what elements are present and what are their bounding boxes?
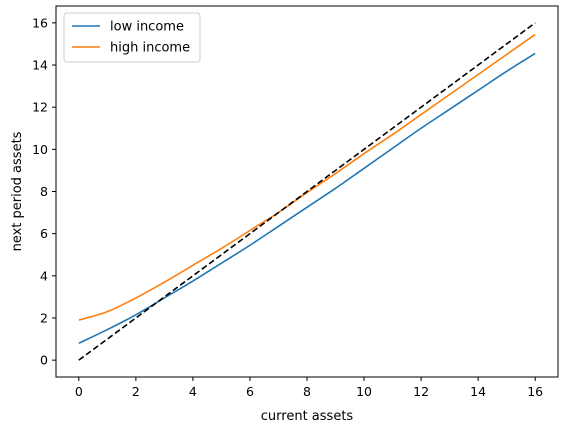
x-tick-label: 12 — [413, 384, 429, 399]
y-tick-label: 12 — [32, 100, 48, 115]
y-axis: 0 2 4 6 8 10 12 14 16 — [32, 15, 56, 368]
y-tick-label: 4 — [40, 268, 48, 283]
x-tick-label: 10 — [356, 384, 372, 399]
x-tick-label: 6 — [246, 384, 254, 399]
y-tick-label: 2 — [40, 310, 48, 325]
y-tick-label: 16 — [32, 15, 48, 30]
y-tick-label: 6 — [40, 226, 48, 241]
y-tick-label: 8 — [40, 184, 48, 199]
plot-lines — [78, 22, 536, 361]
legend-label: high income — [110, 41, 190, 56]
legend: low income high income — [63, 12, 201, 63]
x-tick-label: 2 — [132, 384, 140, 399]
y-tick-label: 0 — [40, 353, 48, 368]
reference-line — [78, 22, 536, 361]
x-tick-label: 0 — [75, 384, 83, 399]
y-tick-label: 14 — [32, 58, 48, 73]
series-line-1 — [78, 33, 536, 321]
x-tick-label: 16 — [527, 384, 543, 399]
x-tick-label: 14 — [470, 384, 486, 399]
x-axis: 0 2 4 6 8 10 12 14 16 — [75, 377, 543, 399]
y-tick-label: 10 — [32, 142, 48, 157]
x-tick-label: 4 — [189, 384, 197, 399]
series-line-0 — [78, 52, 536, 344]
x-axis-label: current assets — [261, 409, 354, 424]
legend-label: low income — [110, 20, 184, 35]
x-tick-label: 8 — [303, 384, 311, 399]
y-axis-label: next period assets — [10, 131, 25, 251]
